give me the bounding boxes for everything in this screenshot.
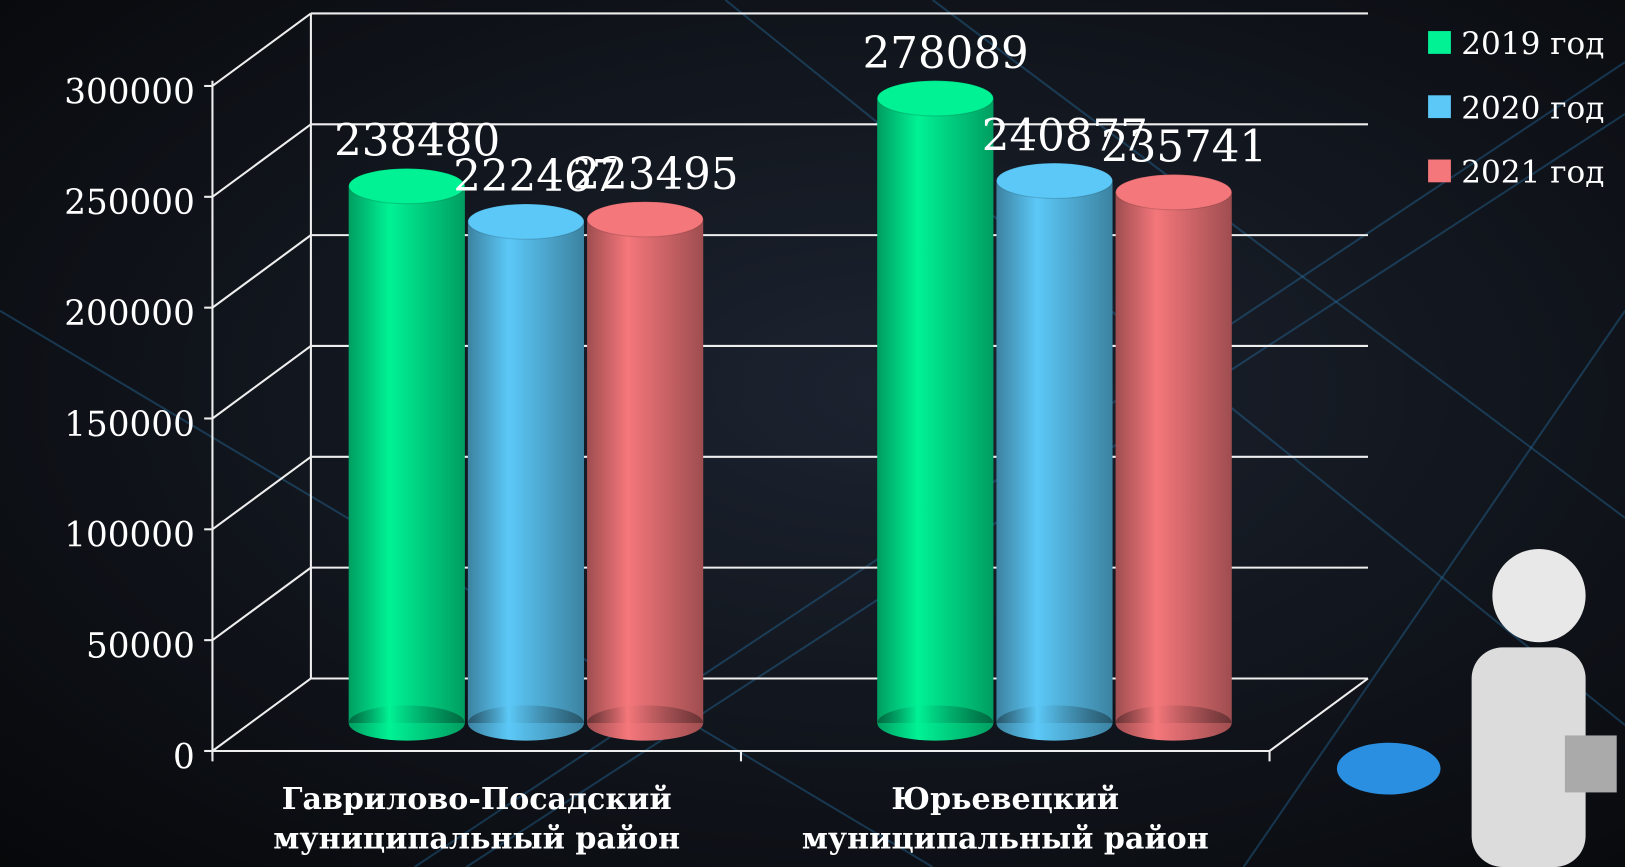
x-tick-label: Гаврилово-Посадский муниципальный район (238, 779, 715, 858)
cylinder (349, 168, 465, 740)
chart: 0 50000 100000 150000 200000 250000 300000 Гавр… (0, 0, 1625, 867)
cylinder (1116, 175, 1232, 741)
value-label: 278089 (863, 29, 1029, 79)
legend-swatch (1428, 31, 1451, 54)
bar-top (877, 81, 993, 116)
bar-shade (468, 222, 584, 723)
cylinder (468, 204, 584, 741)
legend-swatch (1428, 160, 1451, 183)
y-tick-label: 100000 (64, 516, 195, 556)
y-tick-label: 150000 (64, 405, 195, 445)
bar-top (587, 202, 703, 237)
y-tick-label: 300000 (64, 72, 195, 112)
bar-top (996, 163, 1112, 198)
bar-base-shade (468, 705, 584, 740)
y-tick-label: 0 (173, 737, 195, 777)
bar-top (1116, 175, 1232, 210)
bar-shade (587, 219, 703, 723)
value-label: 223495 (572, 150, 738, 200)
bar-base-shade (349, 705, 465, 740)
legend-label: 2021 год (1461, 155, 1604, 191)
background (0, 0, 1625, 867)
bar-base-shade (996, 705, 1112, 740)
cylinder (996, 163, 1112, 740)
x-label-box: Гаврилово-Посадский муниципальный район (238, 779, 715, 867)
bar-shade (1116, 192, 1232, 723)
bar-base-shade (587, 705, 703, 740)
bar-top (349, 168, 465, 203)
y-tick-label: 50000 (86, 626, 195, 666)
legend-label: 2020 год (1461, 90, 1604, 126)
value-label: 235741 (1101, 123, 1267, 173)
bar-shade (877, 98, 993, 723)
bar-base-shade (877, 705, 993, 740)
x-label-box: Юрьевецкий муниципальный район (767, 779, 1244, 867)
bar-shade (996, 181, 1112, 723)
cylinder (877, 81, 993, 741)
y-tick-label: 200000 (64, 294, 195, 334)
cylinder (587, 202, 703, 741)
page: 0 50000 100000 150000 200000 250000 300000 Гавр… (0, 0, 1625, 867)
x-tick-label: Юрьевецкий муниципальный район (767, 779, 1244, 858)
legend-swatch (1428, 95, 1451, 118)
bar-base-shade (1116, 705, 1232, 740)
bar-shade (349, 186, 465, 723)
legend-label: 2019 год (1461, 26, 1604, 62)
bar-top (468, 204, 584, 239)
y-tick-label: 250000 (64, 183, 195, 223)
